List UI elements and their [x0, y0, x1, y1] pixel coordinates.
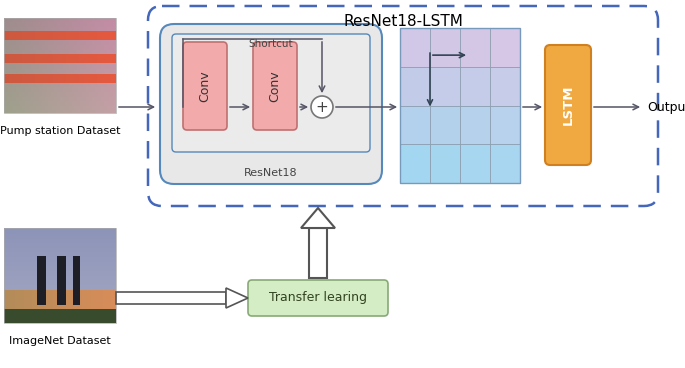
- FancyBboxPatch shape: [248, 280, 388, 316]
- Bar: [490, 106, 520, 144]
- Bar: [430, 106, 460, 144]
- Polygon shape: [301, 208, 335, 228]
- Bar: [4, 18, 116, 113]
- FancyBboxPatch shape: [183, 42, 227, 130]
- Bar: [490, 144, 520, 183]
- Bar: [460, 106, 490, 144]
- Bar: [430, 28, 460, 67]
- FancyBboxPatch shape: [160, 24, 382, 184]
- Bar: [400, 67, 430, 106]
- Bar: [490, 28, 520, 67]
- Text: Output: Output: [647, 100, 685, 113]
- Bar: [490, 67, 520, 106]
- Text: ImageNet Dataset: ImageNet Dataset: [9, 336, 111, 346]
- Text: LSTM: LSTM: [562, 85, 575, 125]
- Bar: [400, 106, 430, 144]
- FancyBboxPatch shape: [545, 45, 591, 165]
- Bar: [400, 28, 430, 67]
- Bar: [400, 28, 520, 183]
- Bar: [4, 228, 116, 323]
- FancyBboxPatch shape: [253, 42, 297, 130]
- Bar: [116, 292, 226, 304]
- Text: ResNet18-LSTM: ResNet18-LSTM: [343, 14, 463, 28]
- FancyBboxPatch shape: [172, 34, 370, 152]
- Bar: [430, 144, 460, 183]
- Polygon shape: [226, 288, 248, 308]
- Bar: [309, 228, 327, 278]
- Bar: [400, 144, 430, 183]
- Text: Pump station Dataset: Pump station Dataset: [0, 126, 121, 136]
- Bar: [460, 67, 490, 106]
- Text: +: +: [316, 99, 328, 114]
- Bar: [460, 144, 490, 183]
- Text: Conv: Conv: [269, 70, 282, 102]
- Text: ResNet18: ResNet18: [244, 168, 298, 178]
- Text: Transfer learing: Transfer learing: [269, 291, 367, 304]
- Text: Shortcut: Shortcut: [249, 39, 293, 49]
- Text: Conv: Conv: [199, 70, 212, 102]
- Bar: [460, 28, 490, 67]
- Circle shape: [311, 96, 333, 118]
- Bar: [430, 67, 460, 106]
